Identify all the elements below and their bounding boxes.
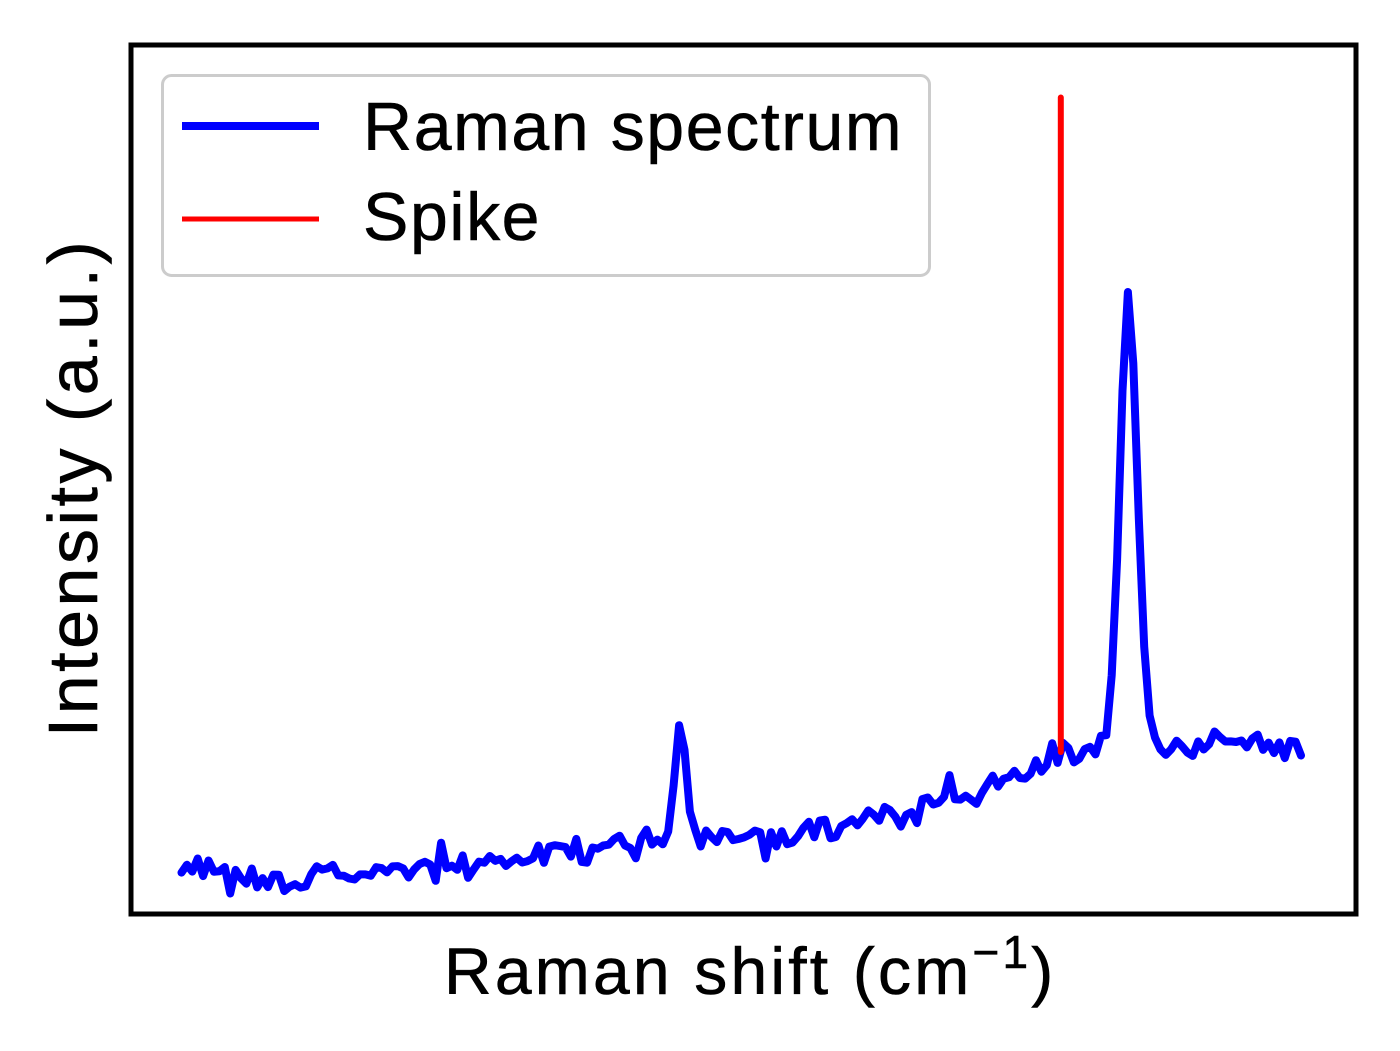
svg-text:Raman shift (cm−1): Raman shift (cm−1) <box>444 926 1056 1008</box>
svg-text:Raman spectrum: Raman spectrum <box>363 89 903 165</box>
svg-text:Spike: Spike <box>363 179 541 255</box>
svg-text:Intensity (a.u.): Intensity (a.u.) <box>34 238 112 738</box>
